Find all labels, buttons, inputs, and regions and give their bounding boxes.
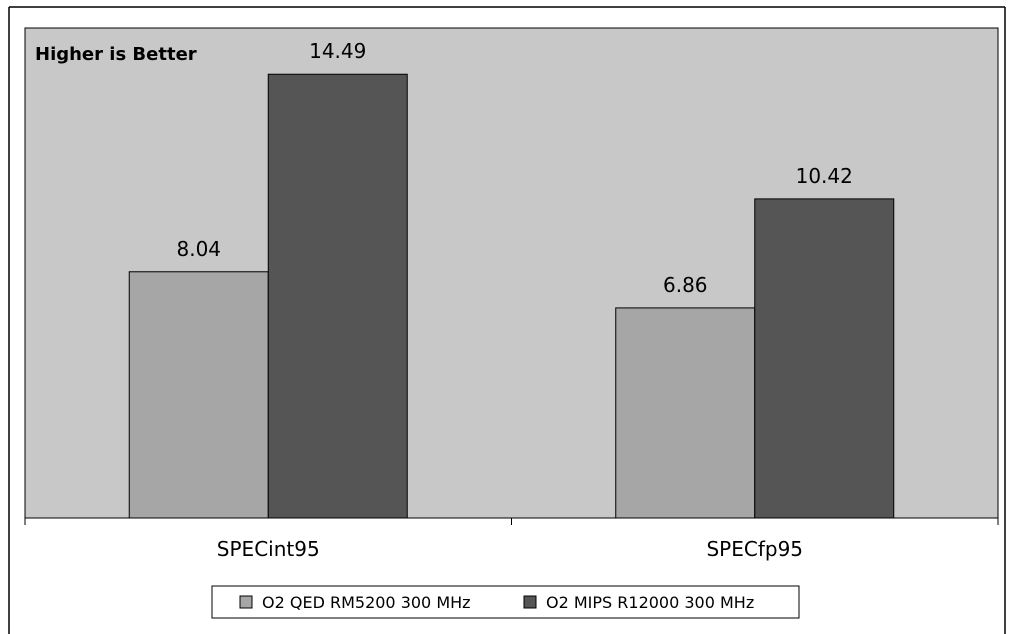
legend-label-series-1: O2 QED RM5200 300 MHz [262,593,471,612]
legend-label-series-2: O2 MIPS R12000 300 MHz [546,593,754,612]
legend-swatch-series-2 [523,595,537,609]
x-labels-layer: SPECint95 SPECfp95 [217,537,803,561]
value-labels-layer: 8.04 14.49 6.86 10.42 [176,39,852,297]
value-label-specfp95-series-1: 6.86 [663,273,708,297]
legend-box [211,585,800,619]
value-label-specint95-series-2: 14.49 [309,39,366,63]
bar-specfp95-series-1 [615,307,756,519]
x-tick-label-specfp95: SPECfp95 [706,537,803,561]
legend-swatch-series-1 [239,595,253,609]
legend: O2 QED RM5200 300 MHz O2 MIPS R12000 300 … [211,585,800,619]
bar-specint95-series-1 [128,271,269,519]
higher-is-better-annotation: Higher is Better [35,44,197,65]
bar-specfp95-series-2 [754,198,895,519]
x-ticks-layer [24,518,999,525]
bars-layer [128,73,895,519]
value-label-specint95-series-1: 8.04 [176,237,221,261]
legend-items: O2 QED RM5200 300 MHz O2 MIPS R12000 300 … [239,593,754,612]
value-label-specfp95-series-2: 10.42 [796,164,853,188]
bar-specint95-series-2 [267,73,408,519]
x-tick-label-specint95: SPECint95 [217,537,320,561]
